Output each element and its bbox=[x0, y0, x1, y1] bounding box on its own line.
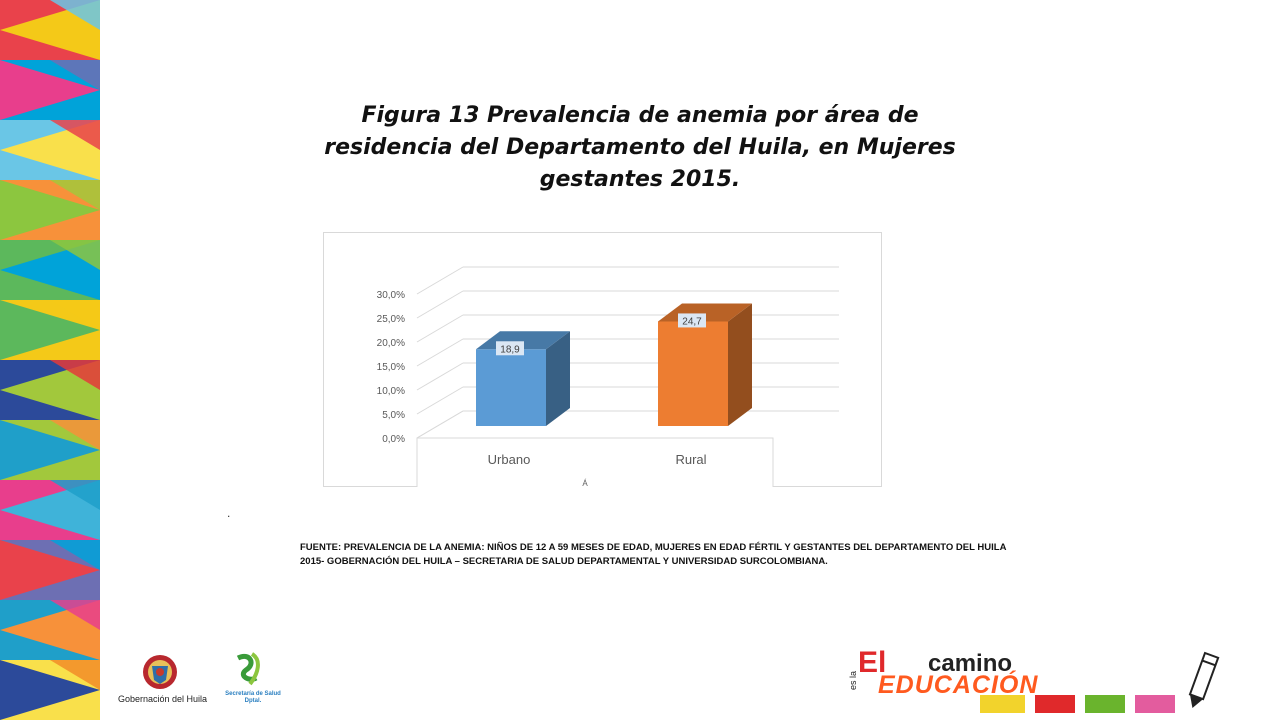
brand-logo-background bbox=[980, 651, 1220, 713]
decorative-triangle-strip bbox=[0, 0, 100, 720]
y-tick-label: 0,0% bbox=[382, 434, 405, 445]
category-label-rural: Rural bbox=[675, 452, 706, 467]
side-gridline bbox=[416, 386, 464, 415]
side-gridline bbox=[416, 266, 464, 295]
y-tick-label: 20,0% bbox=[377, 338, 405, 349]
source-line-1: FUENTE: PREVALENCIA DE LA ANEMIA: NIÑOS … bbox=[300, 542, 1007, 553]
data-label-bg bbox=[678, 313, 706, 328]
category-label-urbano: Urbano bbox=[488, 452, 531, 467]
brand-word-es-la: es la bbox=[848, 670, 858, 690]
bar-front-urbano bbox=[476, 349, 546, 426]
y-tick-label: 25,0% bbox=[377, 314, 405, 325]
anemia-bar-chart: 0,0% 5,0% 10,0% 15,0% 20,0% 25,0% 30,0% 18,9 Urb… bbox=[377, 266, 839, 487]
y-tick-label: 5,0% bbox=[382, 410, 405, 421]
data-label-urbano: 18,9 bbox=[500, 344, 520, 355]
gobernacion-caption: Gobernación del Huila bbox=[118, 694, 208, 704]
stray-dot: . bbox=[227, 506, 231, 520]
bar-front-rural bbox=[658, 321, 728, 426]
gobernacion-seal-logo bbox=[143, 655, 177, 689]
data-label-rural: 24,7 bbox=[682, 316, 702, 327]
institution-logos bbox=[143, 652, 260, 689]
brand-word-camino: camino bbox=[928, 650, 1013, 677]
y-tick-label: 30,0% bbox=[377, 290, 405, 301]
side-gridline bbox=[416, 362, 464, 391]
data-label-bg bbox=[496, 341, 524, 356]
source-line-2: 2015- GOBERNACIÓN DEL HUILA – SECRETARIA… bbox=[300, 556, 828, 567]
side-gridline bbox=[416, 290, 464, 319]
bar-side-rural bbox=[728, 303, 752, 426]
brand-word-el: El bbox=[858, 646, 887, 679]
side-gridline bbox=[416, 338, 464, 367]
side-gridline bbox=[416, 314, 464, 343]
source-note: FUENTE: PREVALENCIA DE LA ANEMIA: NIÑOS … bbox=[300, 541, 1060, 569]
y-tick-label: 10,0% bbox=[377, 386, 405, 397]
secretaria-salud-logo bbox=[236, 652, 260, 686]
pencil-icon bbox=[1188, 651, 1220, 709]
floor-edge bbox=[416, 410, 464, 439]
figure-title: Figura 13 Prevalencia de anemia por área… bbox=[324, 103, 956, 192]
secretaria-salud-caption: Secretaría de Salud Dptal. bbox=[225, 691, 281, 704]
y-tick-label: 15,0% bbox=[377, 362, 405, 373]
brand-word-educacion: EDUCACIÓN bbox=[878, 671, 1039, 699]
category-axis-box bbox=[416, 437, 774, 487]
x-axis-title-fragment: Á bbox=[582, 479, 588, 487]
bar-side-urbano bbox=[546, 331, 570, 426]
